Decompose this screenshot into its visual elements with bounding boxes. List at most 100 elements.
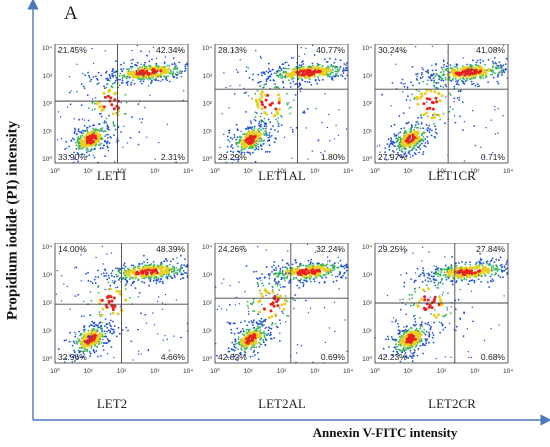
event-dot (448, 267, 450, 269)
event-dot (416, 354, 419, 357)
event-dot (286, 262, 289, 265)
event-dot (88, 74, 90, 77)
event-dot (121, 77, 124, 80)
event-dot (262, 127, 264, 130)
event-dot (95, 256, 97, 259)
y-tick-label: 10⁰ (202, 155, 212, 163)
event-dot (276, 272, 278, 275)
event-dot (101, 129, 103, 132)
event-dot (168, 273, 170, 276)
event-dot (234, 304, 237, 306)
event-dot (157, 277, 159, 279)
event-dot (272, 125, 274, 127)
event-dot (112, 281, 115, 284)
event-dot (420, 73, 423, 76)
event-dot (339, 259, 342, 262)
event-dot (155, 72, 159, 76)
event-dot (265, 130, 267, 132)
event-dot (268, 150, 271, 153)
event-dot (243, 92, 246, 94)
event-dot (81, 153, 83, 155)
event-dot (104, 318, 107, 320)
event-dot (149, 78, 152, 80)
event-dot (133, 71, 137, 74)
event-dot (90, 130, 94, 134)
event-dot (479, 253, 481, 255)
event-dot (247, 339, 251, 342)
event-dot (416, 75, 418, 77)
event-dot (501, 71, 503, 74)
event-dot (156, 75, 159, 78)
event-dot (419, 340, 421, 343)
event-dot (64, 361, 66, 363)
event-dot (116, 275, 118, 278)
event-dot (243, 354, 246, 356)
event-dot (300, 264, 303, 267)
event-dot (110, 325, 112, 328)
event-dot (324, 341, 326, 344)
event-dot (247, 95, 250, 97)
event-dot (290, 127, 292, 129)
event-dot (468, 77, 471, 80)
event-dot (117, 326, 120, 329)
event-dot (91, 320, 93, 323)
event-dot (115, 267, 117, 270)
event-dot (135, 271, 139, 275)
event-dot (344, 319, 346, 321)
event-dot (249, 153, 252, 156)
event-dot (451, 269, 455, 273)
event-dot (307, 73, 311, 77)
event-dot (279, 74, 281, 76)
event-dot (427, 272, 430, 275)
event-dot (173, 67, 176, 70)
event-dot (105, 117, 108, 120)
event-dot (275, 315, 277, 317)
event-dot (140, 50, 142, 53)
event-dot (100, 313, 104, 317)
event-dot (92, 350, 95, 352)
event-dot (234, 343, 237, 345)
event-dot (395, 319, 398, 321)
event-dot (306, 81, 309, 83)
event-dot (254, 354, 256, 356)
event-dot (261, 321, 263, 324)
event-dot (428, 76, 430, 79)
event-dot (107, 274, 110, 277)
event-dot (232, 158, 235, 161)
event-dot (236, 359, 239, 362)
event-dot (240, 321, 242, 324)
event-dot (440, 71, 442, 74)
event-dot (302, 285, 305, 288)
event-dot (102, 342, 105, 344)
event-dot (259, 323, 262, 325)
event-dot (175, 271, 177, 274)
event-dot (97, 82, 100, 85)
event-dot (227, 129, 230, 132)
event-dot (411, 297, 414, 300)
event-dot (237, 357, 240, 359)
event-dot (407, 357, 410, 359)
event-dot (424, 142, 427, 144)
event-dot (400, 127, 403, 130)
event-dot (404, 252, 406, 254)
event-dot (454, 121, 457, 124)
event-dot (448, 76, 451, 79)
event-dot (90, 78, 93, 81)
event-dot (60, 300, 63, 302)
event-dot (145, 322, 148, 324)
event-dot (422, 306, 426, 310)
event-dot (290, 106, 292, 109)
event-dot (261, 282, 264, 285)
event-dot (442, 60, 445, 63)
event-dot (432, 77, 435, 80)
event-dot (392, 350, 395, 353)
event-dot (455, 83, 458, 86)
event-dot (490, 119, 493, 121)
event-dot (260, 90, 264, 94)
event-dot (395, 343, 397, 346)
event-dot (292, 271, 296, 274)
event-dot (107, 90, 111, 93)
event-dot (406, 343, 410, 346)
event-dot (257, 143, 259, 145)
